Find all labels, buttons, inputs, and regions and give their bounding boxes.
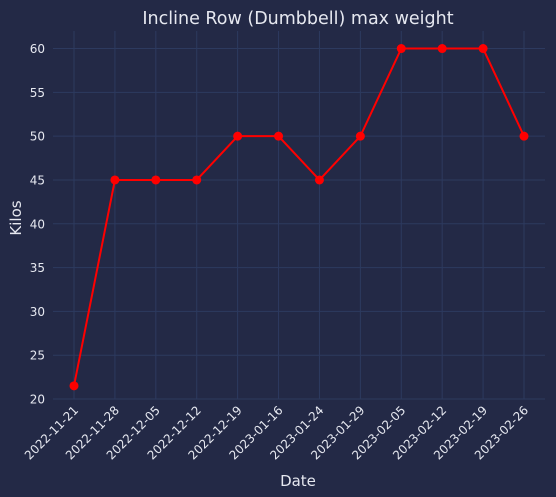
data-point [151,175,161,185]
data-point [192,175,202,185]
data-point [233,131,243,141]
data-point [519,131,529,141]
y-tick-label: 50 [30,130,45,144]
y-tick-label: 45 [30,173,45,187]
data-point [478,44,488,54]
data-point [69,381,79,391]
y-tick-label: 30 [30,305,45,319]
y-tick-label: 40 [30,217,45,231]
data-point [396,44,406,54]
data-point [314,175,324,185]
grid-layer [53,31,545,400]
y-tick-label: 25 [30,349,45,363]
series-line [73,47,525,387]
y-tick-label: 55 [30,86,45,100]
data-point [274,131,284,141]
y-tick-label: 20 [30,393,45,407]
y-tick-label: 35 [30,261,45,275]
data-point [437,44,447,54]
x-axis-label: Date [280,472,316,490]
data-point [110,175,120,185]
series-layer [69,44,529,391]
y-axis-label: Kilos [7,200,25,235]
y-tick-labels: 20 25 30 35 40 45 50 55 60 [30,42,45,406]
data-point [355,131,365,141]
chart-title: Incline Row (Dumbbell) max weight [142,9,453,29]
y-tick-label: 60 [30,42,45,56]
